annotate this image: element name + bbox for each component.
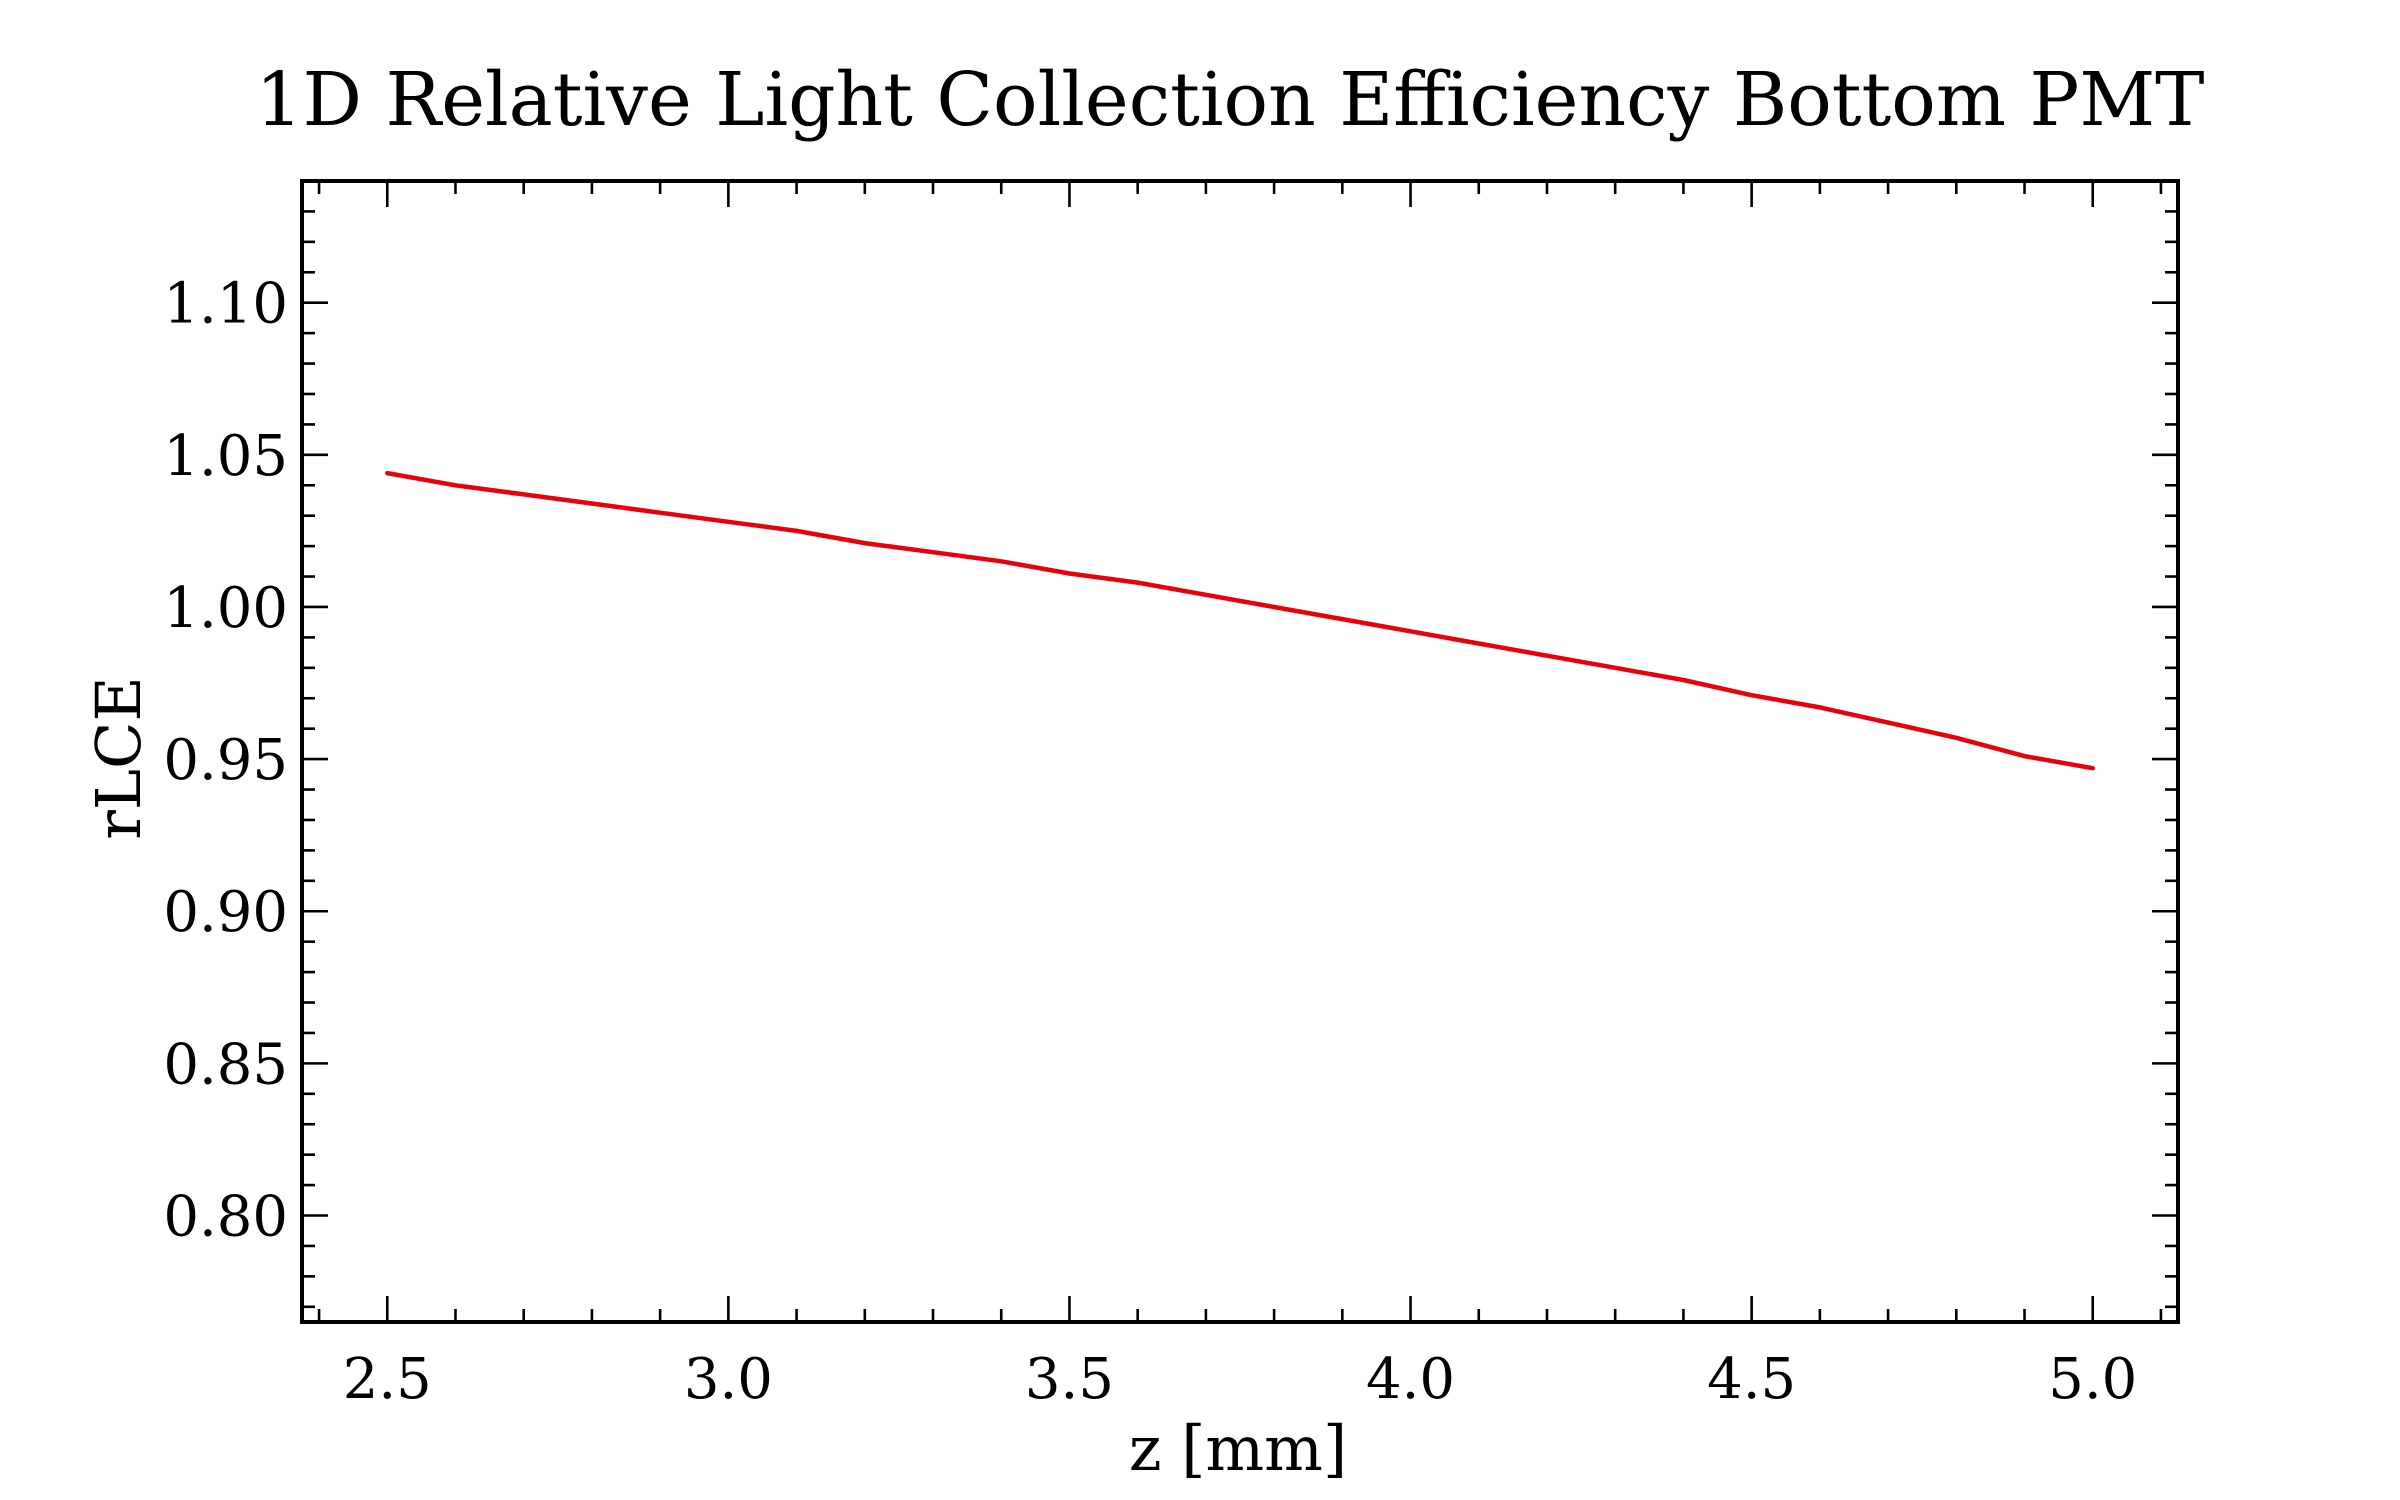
plot-frame [300,179,2180,1324]
series-layer [385,470,2095,771]
y-tick-label: 1.05 [163,424,288,489]
y-tick-label: 1.00 [163,576,288,641]
x-tick-label: 4.0 [1366,1347,1455,1412]
y-axis-label: rLCE [82,676,155,840]
y-tick-label: 0.80 [163,1185,288,1250]
y-tick-label: 1.10 [163,272,288,337]
x-tick-label: 4.5 [1707,1347,1796,1412]
y-tick-label: 0.90 [163,880,288,945]
plot-area [300,179,2180,1324]
y-axis: 0.80 0.85 0.90 0.95 1.00 1.05 1.10 [163,179,2178,1309]
x-tick-label: 2.5 [343,1347,432,1412]
x-tick-label: 5.0 [2048,1347,2137,1412]
y-tick-label: 0.95 [163,728,288,793]
x-tick-label: 3.5 [1025,1347,1114,1412]
y-tick-label: 0.85 [163,1032,288,1097]
series-line [385,470,2095,771]
x-tick-label: 3.0 [684,1347,773,1412]
chart-title: 1D Relative Light Collection Efficiency … [256,57,2205,143]
x-axis: 2.5 3.0 3.5 4.0 4.5 5.0 [317,181,2163,1412]
x-axis-label: z [mm] [1129,1412,1347,1485]
